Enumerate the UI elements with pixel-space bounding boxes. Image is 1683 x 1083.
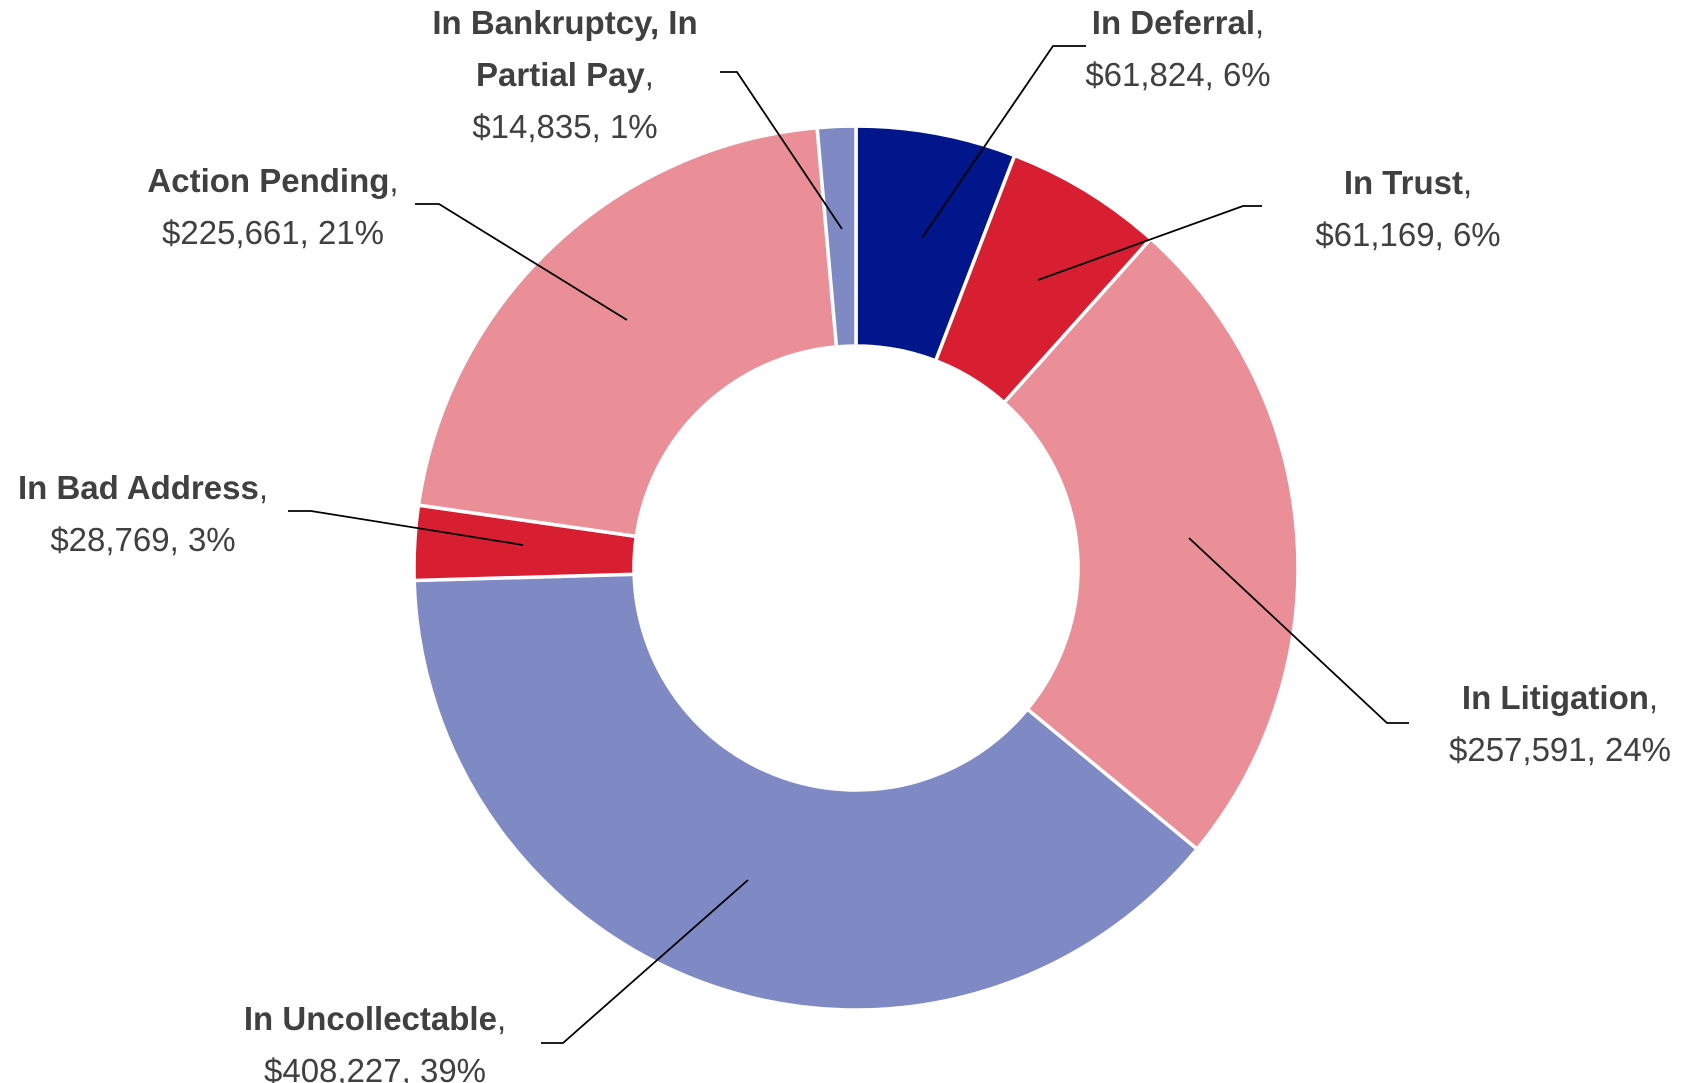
slices-group [412,124,1300,1012]
leader-line-in-uncollectable [541,879,749,1044]
data-label-in-bad-address: In Bad Address, $28,769, 3% [18,469,268,558]
data-label-value: $225,661, 21% [162,214,384,251]
data-label-value: $28,769, 3% [50,521,235,558]
leader-line-in-deferral [921,45,1086,239]
data-label-in-bankruptcy-in-partial-pay: In Bankruptcy, In Partial Pay, $14,835, 1% [432,4,697,145]
data-label-in-trust: In Trust, $61,169, 6% [1315,164,1500,253]
leader-line-in-bankruptcy-in-partial-pay [720,71,843,230]
data-label-value: $408,227, 39% [264,1052,486,1083]
data-label-value: $257,591, 24% [1449,731,1671,768]
slice-action-pending [416,125,839,539]
data-label-in-uncollectable: In Uncollectable, $408,227, 39% [244,1000,506,1083]
data-label-separator: , [645,56,654,93]
data-label-separator: , [1649,679,1658,716]
leader-line-in-bad-address [288,510,524,546]
data-label-name: In Bankruptcy, In [432,4,697,41]
data-label-separator: , [497,1000,506,1037]
data-label-name: Action Pending [147,162,389,199]
slice-in-litigation [1002,236,1300,851]
data-label-separator: , [259,469,268,506]
data-label-in-litigation: In Litigation, $257,591, 24% [1449,679,1671,768]
leader-line-in-trust [1037,205,1262,281]
leader-line-action-pending [415,203,628,321]
slice-in-bankruptcy-in-partial-pay [815,124,858,349]
data-label-name: In Trust [1344,164,1463,201]
data-label-name: In Deferral [1092,4,1255,41]
data-label-name: Partial Pay [476,56,645,93]
data-label-name: In Bad Address [18,469,259,506]
data-labels-group: In Deferral, $61,824, 6% In Trust, $61,169,… [18,4,1671,1083]
data-label-separator: , [1463,164,1472,201]
data-label-separator: , [1255,4,1264,41]
data-label-value: $61,169, 6% [1315,216,1500,253]
data-label-name: In Uncollectable [244,1000,497,1037]
data-label-action-pending: Action Pending, $225,661, 21% [147,162,398,251]
leader-line-in-litigation [1188,537,1409,724]
data-label-value: $14,835, 1% [472,108,657,145]
data-label-in-deferral: In Deferral, $61,824, 6% [1085,4,1270,93]
data-label-value: $61,824, 6% [1085,56,1270,93]
data-label-name: In Litigation [1462,679,1649,716]
leader-lines-group [288,45,1409,1044]
slice-in-uncollectable [412,572,1199,1012]
data-label-separator: , [389,162,398,199]
